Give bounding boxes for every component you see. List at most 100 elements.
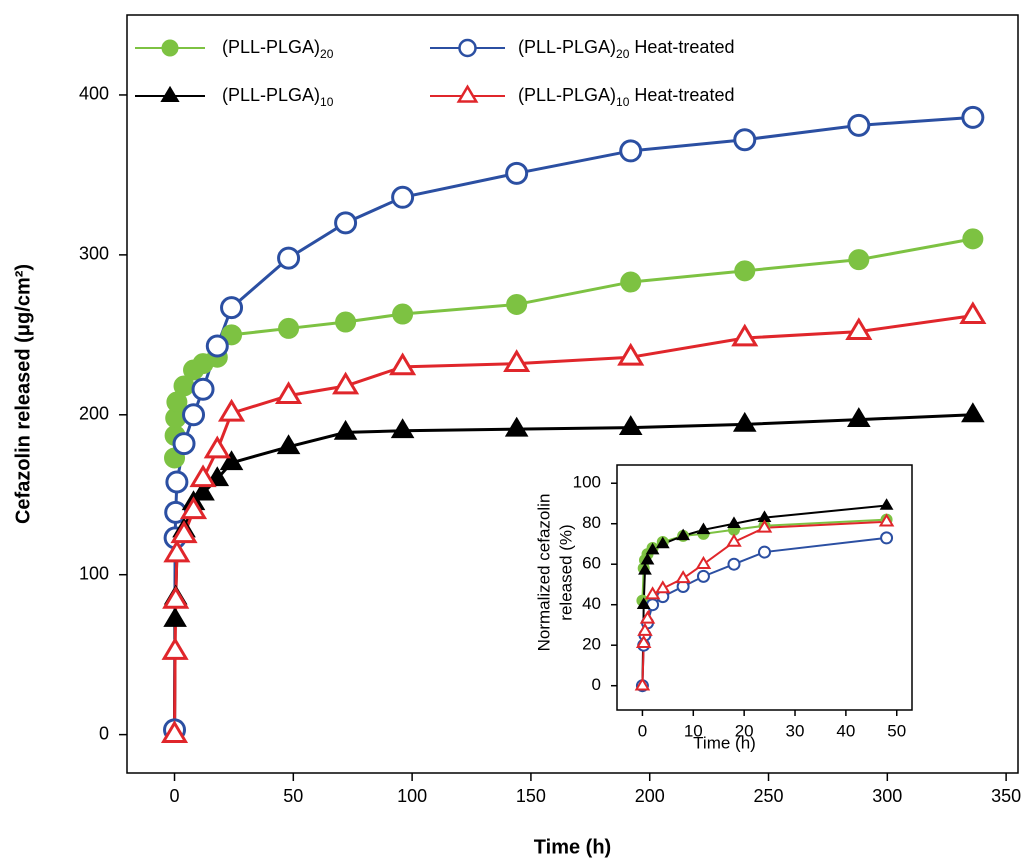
marker (879, 498, 894, 510)
y-tick-label: 100 (79, 563, 109, 583)
marker (634, 677, 651, 691)
marker (961, 402, 985, 423)
marker (696, 522, 711, 535)
x-tick-label: 0 (170, 786, 180, 806)
legend-name: (PLL-PLGA) (222, 85, 320, 105)
marker (636, 597, 651, 610)
legend-label: (PLL-PLGA)20 Heat-treated (518, 37, 734, 61)
marker (277, 246, 301, 270)
legend-suffix: Heat-treated (629, 37, 734, 57)
marker (640, 552, 655, 565)
marker (639, 610, 656, 624)
y-tick-label: 80 (582, 513, 601, 532)
marker (389, 352, 417, 376)
marker (179, 496, 208, 520)
marker (163, 539, 191, 563)
legend-subscript: 20 (320, 47, 334, 61)
y-tick-label: 20 (582, 635, 601, 654)
marker (504, 416, 529, 437)
marker (675, 570, 691, 584)
marker (848, 249, 870, 271)
legend-label: (PLL-PLGA)10 Heat-treated (518, 85, 734, 109)
y-tick-label: 400 (79, 84, 109, 104)
marker (644, 586, 661, 600)
marker (217, 398, 246, 422)
y-tick-label: 100 (573, 473, 601, 492)
legend-name: (PLL-PLGA) (518, 37, 616, 57)
y-tick-label: 60 (582, 554, 601, 573)
marker (618, 415, 643, 435)
legend-label: (PLL-PLGA)10 (222, 85, 334, 109)
y-axis-title: released (%) (556, 524, 575, 620)
marker (734, 260, 756, 282)
legend-subscript: 20 (616, 47, 630, 61)
marker (732, 411, 757, 432)
legend-item: (PLL-PLGA)10 (135, 85, 334, 109)
x-tick-label: 30 (786, 721, 805, 740)
marker (619, 139, 643, 163)
y-tick-label: 40 (582, 594, 601, 613)
y-tick-label: 200 (79, 404, 109, 424)
legend-item: (PLL-PLGA)20 (135, 37, 334, 61)
x-tick-label: 250 (753, 786, 783, 806)
marker (617, 342, 645, 366)
x-axis-title: Time (h) (534, 836, 611, 858)
marker (845, 317, 873, 341)
marker (203, 435, 231, 459)
legend-label: (PLL-PLGA)20 (222, 37, 334, 61)
marker (161, 637, 189, 660)
marker (638, 562, 652, 575)
marker (758, 545, 771, 559)
x-tick-label: 10 (684, 721, 703, 740)
marker (172, 432, 196, 456)
x-tick-label: 200 (635, 786, 665, 806)
marker (189, 464, 217, 488)
legend-name: (PLL-PLGA) (518, 85, 616, 105)
marker (275, 381, 303, 404)
marker (191, 377, 215, 401)
legend-marker (456, 84, 479, 103)
marker (878, 513, 895, 527)
legend-marker (161, 39, 179, 57)
marker (333, 419, 358, 440)
marker (847, 113, 871, 137)
marker (696, 569, 710, 583)
y-axis-title: Normalized cefazolin (534, 494, 553, 652)
marker (731, 323, 759, 347)
marker (335, 311, 357, 333)
y-tick-label: 300 (79, 244, 109, 264)
y-tick-label: 0 (99, 723, 109, 743)
legend-subscript: 10 (320, 95, 334, 109)
marker (276, 434, 301, 455)
marker (170, 520, 198, 544)
legend-subscript: 10 (616, 95, 630, 109)
marker (880, 531, 894, 545)
legend-marker (458, 38, 477, 58)
marker (676, 528, 691, 541)
marker (163, 607, 187, 627)
marker (162, 585, 190, 609)
y-axis-title: Cefazolin released (μg/cm²) (12, 264, 34, 524)
marker (645, 542, 660, 555)
marker (165, 470, 189, 494)
marker (959, 301, 987, 325)
marker (391, 185, 415, 209)
marker (390, 418, 415, 439)
marker (637, 622, 653, 636)
x-tick-label: 0 (638, 721, 647, 740)
marker (733, 128, 757, 152)
x-tick-label: 50 (283, 786, 303, 806)
marker (220, 296, 244, 320)
y-tick-label: 0 (592, 675, 601, 694)
marker (164, 500, 188, 524)
legend-name: (PLL-PLGA) (222, 37, 320, 57)
marker (191, 480, 215, 501)
x-tick-label: 40 (836, 721, 855, 740)
x-tick-label: 150 (516, 786, 546, 806)
marker (847, 407, 871, 427)
marker (727, 516, 741, 529)
marker (655, 580, 671, 594)
marker (506, 293, 528, 315)
